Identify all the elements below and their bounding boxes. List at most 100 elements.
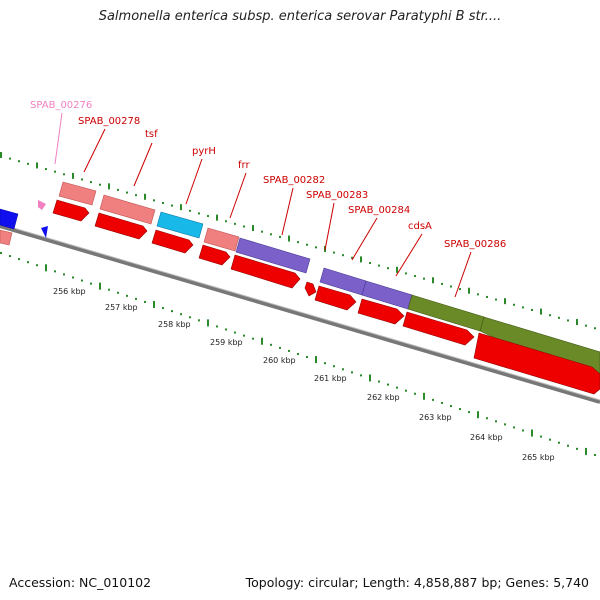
track-dot xyxy=(279,235,281,238)
track-dot xyxy=(531,429,533,437)
track-dot xyxy=(45,168,47,171)
track-dot xyxy=(234,222,236,225)
scale-label: 263 kbp xyxy=(419,413,452,422)
track-dot xyxy=(18,160,20,163)
gene-label[interactable]: frr xyxy=(238,160,250,171)
inner-dotted-track xyxy=(0,252,596,456)
gene-label-leader xyxy=(83,128,106,173)
accession-text: Accession: NC_010102 xyxy=(9,575,152,590)
track-dot xyxy=(306,356,308,359)
track-dot xyxy=(234,331,236,334)
track-dot xyxy=(180,313,182,316)
cds-arrow[interactable] xyxy=(0,229,13,246)
track-dot xyxy=(297,241,299,244)
track-dot xyxy=(306,243,308,246)
cds-arrow[interactable] xyxy=(230,254,301,289)
track-dot xyxy=(261,337,263,345)
track-dot xyxy=(27,162,29,165)
backbone-highlight xyxy=(0,223,600,401)
scale-label: 264 kbp xyxy=(470,433,503,442)
track-dot xyxy=(54,270,56,273)
gene-feature-pyrH[interactable] xyxy=(156,211,204,239)
track-dot xyxy=(63,273,65,276)
track-dot xyxy=(216,325,218,328)
gene-label-leader xyxy=(324,202,335,251)
cds-arrow[interactable] xyxy=(41,226,48,238)
gene-feature-frr[interactable] xyxy=(203,227,240,252)
cds-arrow[interactable] xyxy=(402,311,475,346)
track-dot xyxy=(396,266,398,273)
track-dot xyxy=(414,275,416,278)
cds-arrow[interactable] xyxy=(357,298,405,325)
track-dot xyxy=(288,349,290,352)
gene-label-leader xyxy=(229,172,247,219)
gene-feature-spab00278[interactable] xyxy=(58,181,97,206)
track-dot xyxy=(504,423,506,426)
gene-label[interactable]: pyrH xyxy=(192,146,216,157)
track-dot xyxy=(522,306,524,309)
track-dot xyxy=(369,262,371,265)
track-dot xyxy=(477,293,479,296)
gene-label[interactable]: cdsA xyxy=(408,221,432,232)
cds-arrow[interactable] xyxy=(473,332,600,395)
gene-label-leader xyxy=(281,187,294,236)
track-dot xyxy=(36,264,38,267)
track-dot xyxy=(450,285,452,288)
gene-label[interactable]: SPAB_00284 xyxy=(348,205,410,216)
gene-feature-blue[interactable] xyxy=(0,208,19,230)
track-dot xyxy=(0,252,2,254)
track-dot xyxy=(198,212,200,215)
track-dot xyxy=(117,188,119,191)
track-dot xyxy=(360,374,362,377)
track-dot xyxy=(144,300,146,303)
cds-arrow[interactable] xyxy=(94,212,148,240)
track-dot xyxy=(162,307,164,310)
track-dot xyxy=(27,261,29,264)
track-dot xyxy=(387,383,389,386)
track-dot xyxy=(324,362,326,365)
gene-feature-spab00282[interactable] xyxy=(235,237,311,274)
track-dot xyxy=(180,204,182,211)
track-dot xyxy=(585,447,587,455)
track-dot xyxy=(540,308,542,315)
cds-arrow[interactable] xyxy=(314,285,357,311)
cds-arrow[interactable] xyxy=(198,244,231,266)
cds-arrow[interactable] xyxy=(151,229,194,254)
track-dot xyxy=(450,405,452,407)
map-title: Salmonella enterica subsp. enterica sero… xyxy=(98,9,502,24)
track-dot xyxy=(198,319,200,322)
track-dot xyxy=(486,295,488,298)
track-dot xyxy=(558,441,560,444)
gene-label[interactable]: SPAB_00283 xyxy=(306,190,368,201)
track-dot xyxy=(423,277,425,280)
track-dot xyxy=(396,386,398,389)
track-dot xyxy=(495,298,497,301)
gene-label[interactable]: SPAB_00278 xyxy=(78,116,140,127)
track-dot xyxy=(135,297,137,300)
cds-arrow[interactable] xyxy=(304,281,317,297)
track-dot xyxy=(225,220,227,223)
track-dot xyxy=(342,368,344,371)
outer-dotted-track xyxy=(0,152,596,330)
track-dot xyxy=(459,288,461,291)
track-dot xyxy=(504,298,506,305)
track-dot xyxy=(522,429,524,432)
cds-arrow[interactable] xyxy=(52,199,90,222)
scale-label: 265 kbp xyxy=(522,453,555,462)
gene-label[interactable]: SPAB_00276 xyxy=(30,100,92,111)
gene-feature-tsf[interactable] xyxy=(99,194,156,225)
track-dot xyxy=(441,401,443,404)
gene-label[interactable]: tsf xyxy=(145,129,158,140)
gene-label-leader xyxy=(395,233,423,277)
track-dot xyxy=(432,398,434,401)
gene-label[interactable]: SPAB_00286 xyxy=(444,239,506,250)
track-dot xyxy=(468,287,470,294)
track-dot xyxy=(9,255,11,258)
gene-label[interactable]: SPAB_00282 xyxy=(263,175,325,186)
gene-feature-spab00276[interactable] xyxy=(38,200,46,210)
track-dot xyxy=(153,301,155,309)
gene-label-leader xyxy=(133,142,153,187)
scale-label: 260 kbp xyxy=(263,356,296,365)
track-dot xyxy=(243,225,245,228)
